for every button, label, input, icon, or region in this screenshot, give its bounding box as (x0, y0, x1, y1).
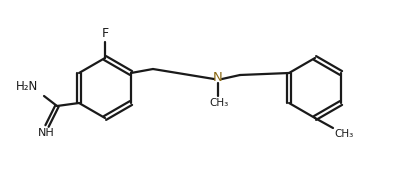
Text: CH₃: CH₃ (209, 98, 228, 108)
Text: H₂N: H₂N (16, 80, 38, 93)
Text: NH: NH (38, 128, 54, 138)
Text: CH₃: CH₃ (333, 129, 352, 139)
Text: N: N (213, 71, 222, 84)
Text: F: F (101, 27, 108, 40)
